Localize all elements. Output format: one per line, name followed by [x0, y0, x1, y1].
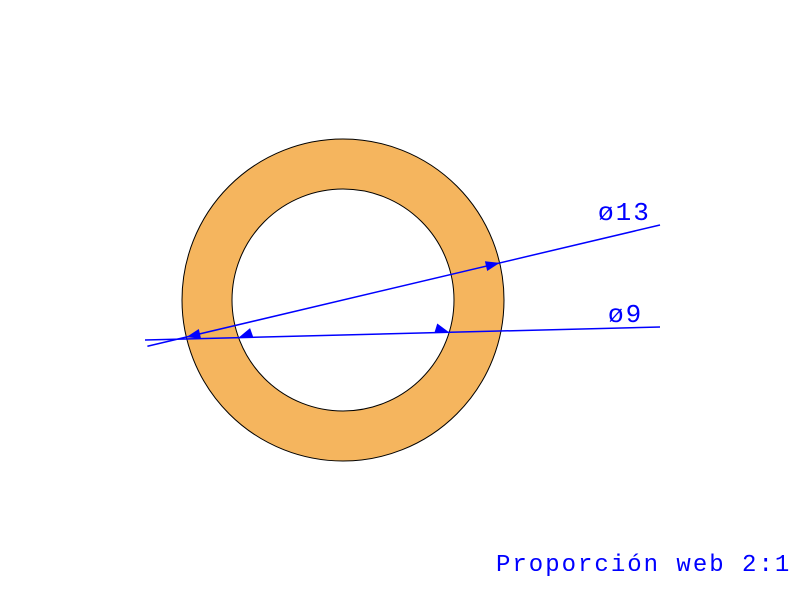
scale-note: Proporción web 2:1	[496, 552, 791, 579]
inner-diameter-label: ø9	[608, 300, 643, 330]
outer-diameter-label: ø13	[598, 198, 651, 228]
diagram-stage: ø13 ø9 Proporción web 2:1	[0, 0, 800, 600]
diagram-svg	[0, 0, 800, 600]
